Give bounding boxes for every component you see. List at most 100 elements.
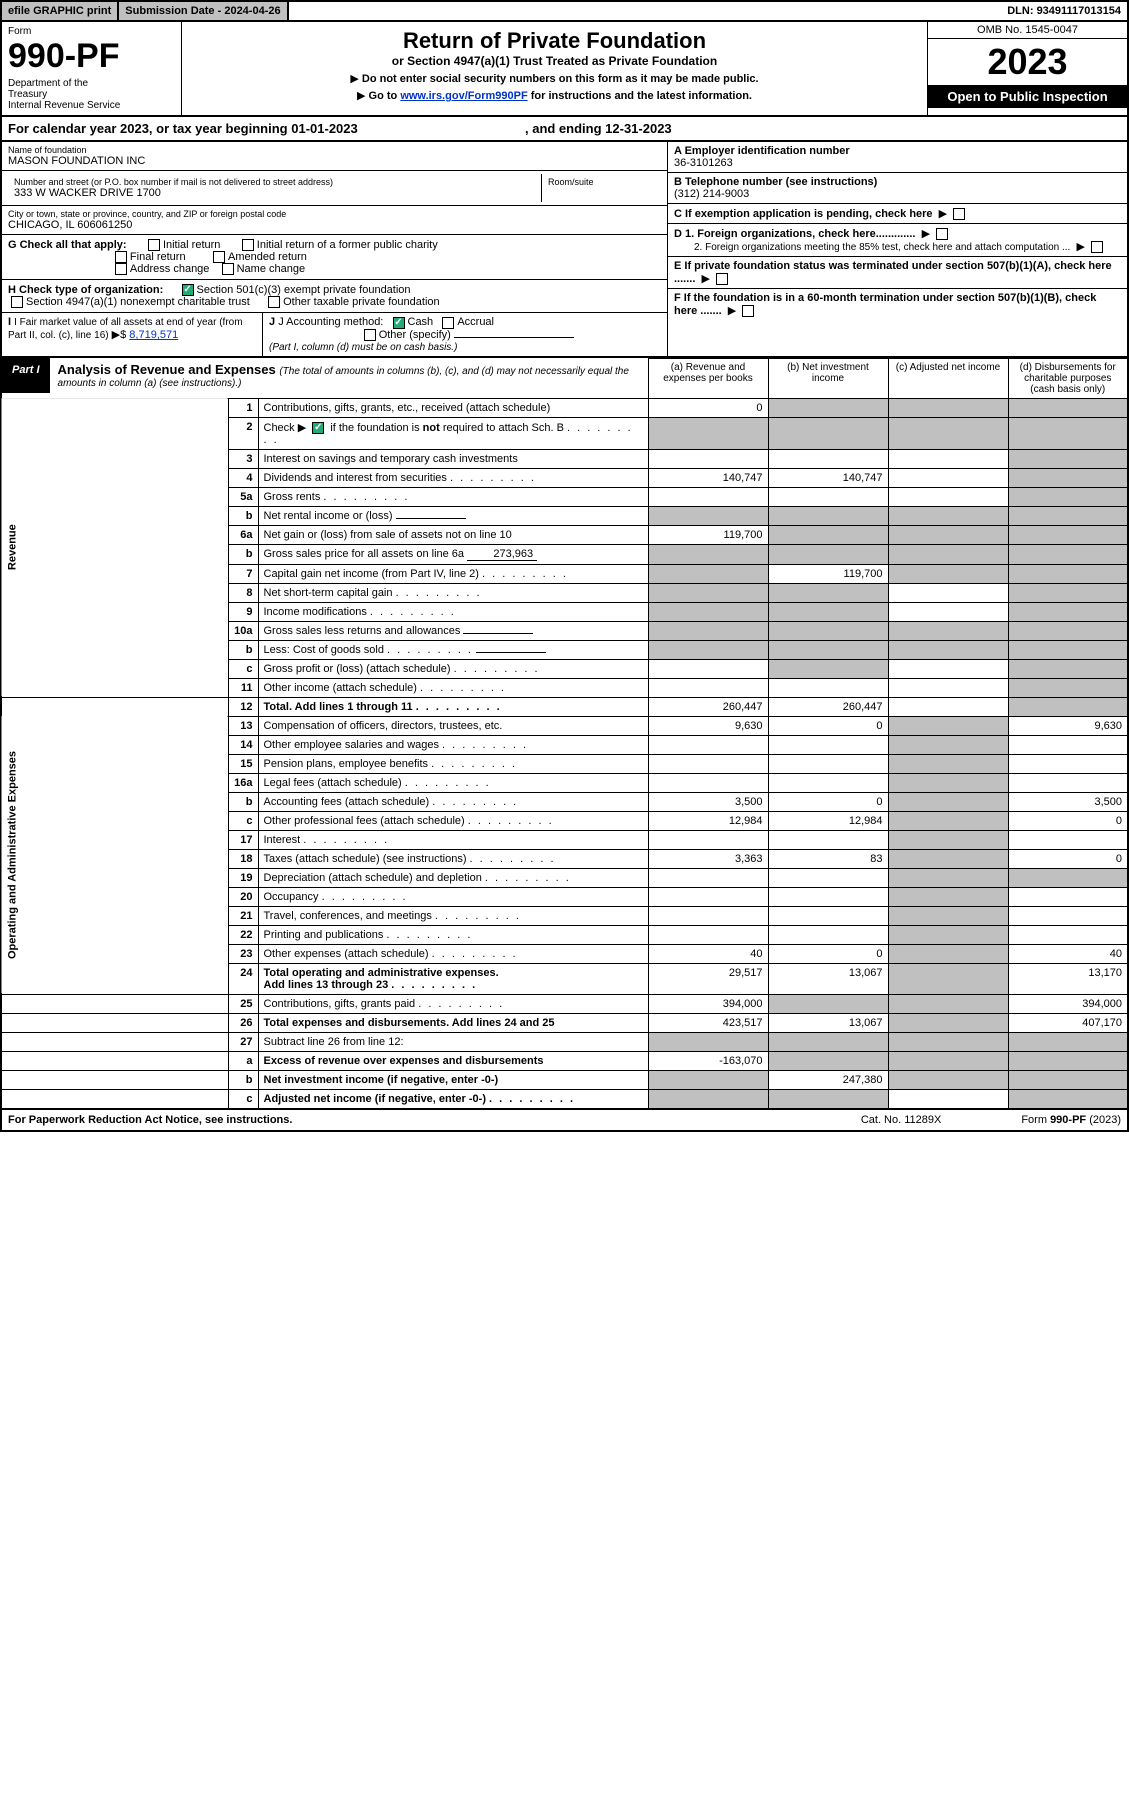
r12-b: 260,447: [768, 697, 888, 716]
info-left: Name of foundation MASON FOUNDATION INC …: [2, 142, 667, 356]
h-opt-1: Section 501(c)(3) exempt private foundat…: [197, 284, 411, 296]
calyear-pre: For calendar year 2023, or tax year begi…: [8, 121, 291, 136]
e-cell: E If private foundation status was termi…: [668, 257, 1127, 289]
r3-no: 3: [229, 449, 258, 468]
r16c-a: 12,984: [648, 811, 768, 830]
i-label: I: [8, 316, 11, 328]
g-label: G Check all that apply:: [8, 239, 127, 251]
omb-number: OMB No. 1545-0047: [928, 22, 1127, 39]
i-text: I Fair market value of all assets at end…: [8, 317, 243, 341]
r27c-desc: Adjusted net income (if negative, enter …: [258, 1089, 648, 1109]
calyear-mid: , and ending: [525, 121, 605, 136]
accrual-checkbox[interactable]: [442, 317, 454, 329]
header-center: Return of Private Foundation or Section …: [182, 22, 927, 115]
d-cell: D 1. Foreign organizations, check here..…: [668, 224, 1127, 257]
e-checkbox[interactable]: [716, 273, 728, 285]
phone-cell: B Telephone number (see instructions) (3…: [668, 173, 1127, 204]
r19-desc: Depreciation (attach schedule) and deple…: [258, 868, 648, 887]
c-checkbox[interactable]: [953, 208, 965, 220]
r16c-b: 12,984: [768, 811, 888, 830]
d1-checkbox[interactable]: [936, 228, 948, 240]
final-return-checkbox[interactable]: [115, 251, 127, 263]
r27c-no: c: [229, 1089, 258, 1109]
info-block: Name of foundation MASON FOUNDATION INC …: [0, 142, 1129, 358]
r10c-no: c: [229, 659, 258, 678]
row-1: Revenue 1 Contributions, gifts, grants, …: [1, 398, 1128, 417]
r13-desc: Compensation of officers, directors, tru…: [258, 716, 648, 735]
revenue-vlabel: Revenue: [1, 398, 229, 697]
foundation-name-cell: Name of foundation MASON FOUNDATION INC: [2, 142, 667, 171]
r6a-a: 119,700: [648, 525, 768, 544]
g-opt-4: Address change: [130, 263, 210, 275]
d2-checkbox[interactable]: [1091, 241, 1103, 253]
calendar-year-row: For calendar year 2023, or tax year begi…: [0, 117, 1129, 142]
j-other: Other (specify): [379, 329, 451, 341]
r10b-no: b: [229, 640, 258, 659]
part1-table: Part I Analysis of Revenue and Expenses …: [0, 358, 1129, 1110]
r24-b: 13,067: [768, 963, 888, 994]
part1-title: Analysis of Revenue and Expenses: [58, 362, 280, 377]
other-taxable-checkbox[interactable]: [268, 296, 280, 308]
address-change-checkbox[interactable]: [115, 263, 127, 275]
r23-no: 23: [229, 944, 258, 963]
r23-a: 40: [648, 944, 768, 963]
part1-title-cell: Analysis of Revenue and Expenses (The to…: [50, 358, 648, 393]
r2-no: 2: [229, 417, 258, 449]
g-check-row: G Check all that apply: Initial return I…: [2, 235, 667, 280]
irs-link[interactable]: www.irs.gov/Form990PF: [400, 90, 527, 102]
calyear-begin: 01-01-2023: [291, 121, 358, 136]
instr2-pre: Go to: [369, 90, 401, 102]
r22-no: 22: [229, 925, 258, 944]
r21-no: 21: [229, 906, 258, 925]
r8-no: 8: [229, 583, 258, 602]
r9-desc: Income modifications: [258, 602, 648, 621]
efile-text: efile GRAPHIC print: [8, 5, 111, 17]
col-b-header: (b) Net investment income: [768, 358, 888, 398]
r1-no: 1: [229, 398, 258, 417]
r14-no: 14: [229, 735, 258, 754]
col-c-header: (c) Adjusted net income: [888, 358, 1008, 398]
r6a-desc: Net gain or (loss) from sale of assets n…: [258, 525, 648, 544]
r24-a: 29,517: [648, 963, 768, 994]
e-label: E If private foundation status was termi…: [674, 260, 1112, 285]
r18-a: 3,363: [648, 849, 768, 868]
f-checkbox[interactable]: [742, 305, 754, 317]
r21-desc: Travel, conferences, and meetings: [258, 906, 648, 925]
instr1-text: Do not enter social security numbers on …: [362, 73, 759, 85]
initial-return-checkbox[interactable]: [148, 239, 160, 251]
subdate-label: Submission Date -: [125, 5, 224, 17]
r27b-no: b: [229, 1070, 258, 1089]
r17-no: 17: [229, 830, 258, 849]
amended-return-checkbox[interactable]: [213, 251, 225, 263]
c-cell: C If exemption application is pending, c…: [668, 204, 1127, 224]
r16a-desc: Legal fees (attach schedule): [258, 773, 648, 792]
c-label: C If exemption application is pending, c…: [674, 208, 933, 220]
4947-checkbox[interactable]: [11, 296, 23, 308]
r7-b: 119,700: [768, 564, 888, 583]
r27a-a: -163,070: [648, 1051, 768, 1070]
instruction-2: ▶ Go to www.irs.gov/Form990PF for instru…: [188, 89, 921, 102]
g-opt-1: Initial return of a former public charit…: [257, 239, 438, 251]
r16b-b: 0: [768, 792, 888, 811]
501c3-checkbox[interactable]: [182, 284, 194, 296]
schb-checkbox[interactable]: [312, 422, 324, 434]
r25-no: 25: [229, 994, 258, 1013]
subdate-value: 2024-04-26: [224, 5, 280, 17]
r11-no: 11: [229, 678, 258, 697]
col-a-header: (a) Revenue and expenses per books: [648, 358, 768, 398]
r16a-no: 16a: [229, 773, 258, 792]
name-change-checkbox[interactable]: [222, 263, 234, 275]
j-label: J: [269, 316, 275, 328]
cash-checkbox[interactable]: [393, 317, 405, 329]
form-title: Return of Private Foundation: [188, 28, 921, 54]
other-method-checkbox[interactable]: [364, 329, 376, 341]
phone-value: (312) 214-9003: [674, 188, 1121, 200]
initial-former-checkbox[interactable]: [242, 239, 254, 251]
room-label: Room/suite: [548, 177, 655, 187]
r12-no: 12: [229, 697, 258, 716]
i-value[interactable]: 8,719,571: [129, 329, 178, 341]
info-right: A Employer identification number 36-3101…: [667, 142, 1127, 356]
header-right: OMB No. 1545-0047 2023 Open to Public In…: [927, 22, 1127, 115]
col-d-header: (d) Disbursements for charitable purpose…: [1008, 358, 1128, 398]
r16b-d: 3,500: [1008, 792, 1128, 811]
